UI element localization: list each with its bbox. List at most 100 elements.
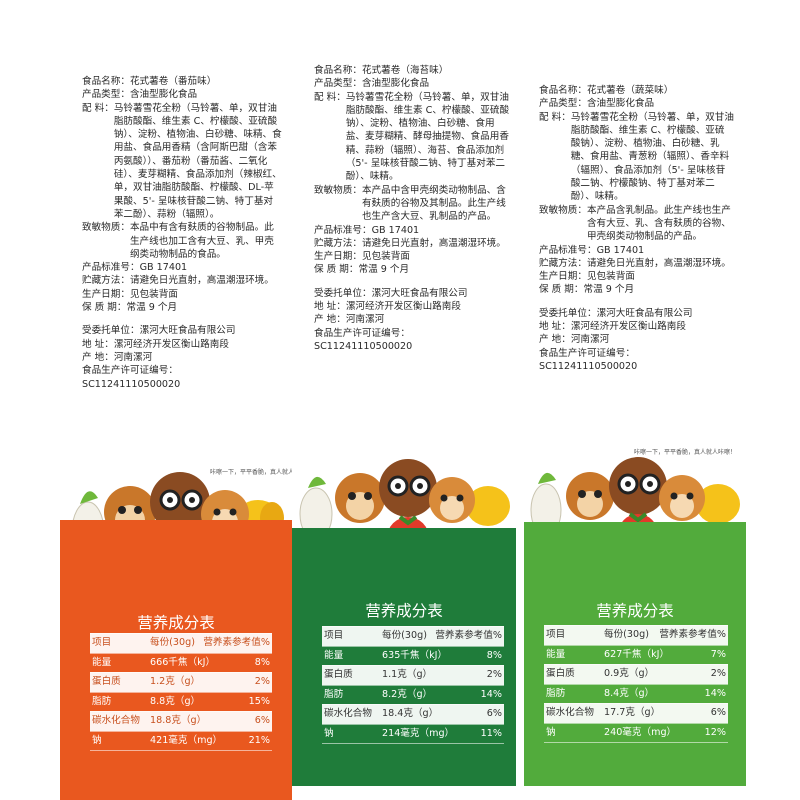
- ingredients: 马铃薯雪花全粉（马铃薯、单，双甘油脂肪酸酯、维生素 C、柠檬酸、亚硫酸钠）、淀粉…: [345, 91, 510, 183]
- date-label: 生产日期：: [314, 251, 362, 263]
- allergen-label: 致敏物质：: [82, 222, 130, 234]
- standard-label: 产品标准号：: [539, 244, 597, 256]
- address-label: 地 址：: [539, 321, 571, 333]
- origin-label: 产 地：: [314, 314, 346, 326]
- standard-row: 产品标准号： GB 17401: [539, 244, 734, 257]
- nutrition-row: 碳水化合物 18.8克（g） 6%: [90, 711, 272, 731]
- nutrition-panel: 营养成分表 项目 每份(30g) 营养素参考值% 能量 635千焦（kJ） 8% 蛋白质…: [292, 528, 516, 786]
- nutrition-row: 蛋白质 0.9克（g） 2%: [544, 664, 728, 684]
- entrusted-company: 漯河大旺食品有限公司: [371, 287, 468, 299]
- shelf-life: 常温 9 个月: [583, 284, 635, 296]
- name-row: 食品名称： 花式薯卷（蔬菜味）: [539, 84, 734, 97]
- nutrition-row: 脂肪 8.8克（g） 15%: [90, 691, 272, 712]
- origin: 河南漯河: [113, 351, 153, 363]
- storage: 请避免日光直射，高温潮湿环境。: [361, 237, 506, 249]
- address-label: 地 址：: [82, 338, 114, 350]
- standard-label: 产品标准号：: [82, 262, 140, 274]
- name-label: 食品名称：: [314, 65, 362, 76]
- nutrition-title: 营养成分表: [596, 602, 674, 620]
- allergen-label: 致敏物质：: [314, 184, 362, 196]
- nutrition-table: 项目 每份(30g) 营养素参考值% 能量 666千焦（kJ） 8% 蛋白质 1.2克（g…: [90, 633, 272, 751]
- standard-row: 产品标准号： GB 17401: [314, 224, 510, 237]
- ingredients-label: 配 料：: [539, 111, 571, 123]
- type-label: 产品类型：: [82, 89, 130, 101]
- shelf-life: 常温 9 个月: [126, 302, 178, 314]
- name-row: 食品名称： 花式薯卷（番茄味）: [82, 75, 282, 88]
- slogan: 咔嚓一下，平平香脆，真人就人咔嚓！: [210, 468, 292, 476]
- ingredients-label: 配 料：: [314, 91, 346, 103]
- product-type: 含油型膨化食品: [586, 98, 655, 110]
- shelf-label: 保 质 期：: [82, 302, 127, 314]
- address-row: 地 址： 漯河经济开发区衡山路南段: [539, 320, 734, 333]
- nutrition-row: 脂肪 8.2克（g） 14%: [322, 684, 504, 705]
- name-label: 食品名称：: [539, 85, 587, 96]
- ingredients-label: 配 料：: [82, 102, 114, 114]
- storage-label: 贮藏方法：: [314, 237, 362, 249]
- storage-label: 贮藏方法：: [539, 257, 587, 269]
- nutrition-panel: 营养成分表 项目 每份(30g) 营养素参考值% 能量 666千焦（kJ） 8% 蛋白质…: [60, 520, 292, 800]
- origin-row: 产 地： 河南漯河: [314, 313, 510, 326]
- nutrition-row: 碳水化合物 17.7克（g） 6%: [544, 703, 728, 723]
- nutrition-row: 碳水化合物 18.4克（g） 6%: [322, 704, 504, 724]
- nutrition-row: 脂肪 8.4克（g） 14%: [544, 683, 728, 704]
- type-row: 产品类型： 含油型膨化食品: [314, 77, 510, 90]
- date-row: 生产日期： 见包装背面: [539, 270, 734, 283]
- product-type: 含油型膨化食品: [361, 78, 430, 90]
- nutrition-header: 项目 每份(30g) 营养素参考值%: [544, 625, 728, 645]
- shelf-row: 保 质 期： 常温 9 个月: [314, 263, 510, 276]
- origin-label: 产 地：: [82, 351, 114, 363]
- nutrition-row: 能量 635千焦（kJ） 8%: [322, 645, 504, 666]
- product-name: 花式薯卷（蔬菜味）: [586, 85, 674, 96]
- production-date: 见包装背面: [129, 288, 178, 300]
- allergen-row: 致敏物质： 本产品中含甲壳纲类动物制品、含有麸质的谷物及其制品。此生产线也生产含大…: [314, 184, 510, 224]
- allergen-row: 致敏物质： 本产品含乳制品。此生产线也生产含有大豆、乳、含有麸质的谷物、甲壳纲类动…: [539, 204, 734, 244]
- entrust-label: 受委托单位：: [82, 325, 140, 337]
- allergen-row: 致敏物质： 本品中有含有麸质的谷物制品。此生产线也加工含有大豆、乳、甲壳纲类动物制…: [82, 221, 282, 261]
- name-row: 食品名称： 花式薯卷（海苔味）: [314, 64, 510, 77]
- nutrition-row: 钠 240毫克（mg） 12%: [544, 722, 728, 743]
- nutrition-row: 钠 214毫克（mg） 11%: [322, 723, 504, 744]
- shelf-label: 保 质 期：: [539, 284, 584, 296]
- allergen: 本产品含乳制品。此生产线也生产含有大豆、乳、含有麸质的谷物、甲壳纲类动物制品的产…: [586, 204, 731, 243]
- ingredients-row: 配 料： 马铃薯雪花全粉（马铃薯、单，双甘油脂肪酸酯、维生素 C、柠檬酸、亚硫酸钠…: [314, 91, 510, 184]
- origin-row: 产 地： 河南漯河: [82, 351, 282, 364]
- shelf-row: 保 质 期： 常温 9 个月: [539, 283, 734, 296]
- date-row: 生产日期： 见包装背面: [82, 288, 282, 301]
- standard-row: 产品标准号： GB 17401: [82, 261, 282, 274]
- address-row: 地 址： 漯河经济开发区衡山路南段: [314, 300, 510, 313]
- storage: 请避免日光直射，高温潮湿环境。: [129, 275, 274, 287]
- nutrition-title: 营养成分表: [365, 602, 443, 620]
- storage-row: 贮藏方法： 请避免日光直射，高温潮湿环境。: [82, 274, 282, 287]
- ingredients-row: 配 料： 马铃薯雪花全粉（马铃薯、单，双甘油脂肪酸酯、维生素 C、柠檬酸、亚硫酸钠…: [82, 102, 282, 222]
- origin-row: 产 地： 河南漯河: [539, 333, 734, 346]
- standard: GB 17401: [596, 244, 645, 256]
- product-name: 花式薯卷（番茄味）: [129, 76, 217, 87]
- product-label-vegetable: 食品名称： 花式薯卷（蔬菜味） 产品类型： 含油型膨化食品 配 料： 马铃薯雪花全粉（…: [524, 0, 746, 800]
- entrusted-company: 漯河大旺食品有限公司: [139, 325, 236, 337]
- type-row: 产品类型： 含油型膨化食品: [539, 97, 734, 110]
- nutrition-row: 蛋白质 1.1克（g） 2%: [322, 665, 504, 685]
- address: 漯河经济开发区衡山路南段: [113, 338, 229, 350]
- type-label: 产品类型：: [539, 98, 587, 110]
- date-row: 生产日期： 见包装背面: [314, 250, 510, 263]
- type-label: 产品类型：: [314, 78, 362, 90]
- license-label: 食品生产许可证编号：: [82, 365, 178, 377]
- entrust-row: 受委托单位： 漯河大旺食品有限公司: [314, 287, 510, 300]
- address: 漯河经济开发区衡山路南段: [570, 321, 686, 333]
- product-label-tomato: 食品名称： 花式薯卷（番茄味） 产品类型： 含油型膨化食品 配 料： 马铃薯雪花全粉（…: [60, 0, 292, 800]
- address-label: 地 址：: [314, 301, 346, 313]
- license-number: SC11241110500020: [314, 340, 413, 352]
- shelf-life: 常温 9 个月: [358, 264, 410, 276]
- product-name: 花式薯卷（海苔味）: [361, 65, 449, 76]
- production-date: 见包装背面: [361, 251, 410, 263]
- standard-label: 产品标准号：: [314, 224, 372, 236]
- nutrition-table: 项目 每份(30g) 营养素参考值% 能量 635千焦（kJ） 8% 蛋白质 1.1克（g…: [322, 626, 504, 744]
- storage-row: 贮藏方法： 请避免日光直射，高温潮湿环境。: [314, 237, 510, 250]
- allergen-label: 致敏物质：: [539, 204, 587, 216]
- type-row: 产品类型： 含油型膨化食品: [82, 88, 282, 101]
- standard: GB 17401: [139, 262, 188, 274]
- nutrition-row: 钠 421毫克（mg） 21%: [90, 730, 272, 751]
- license-label: 食品生产许可证编号：: [539, 347, 635, 359]
- date-label: 生产日期：: [539, 271, 587, 283]
- allergen: 本产品中含甲壳纲类动物制品、含有麸质的谷物及其制品。此生产线也生产含大豆、乳制品…: [361, 184, 506, 223]
